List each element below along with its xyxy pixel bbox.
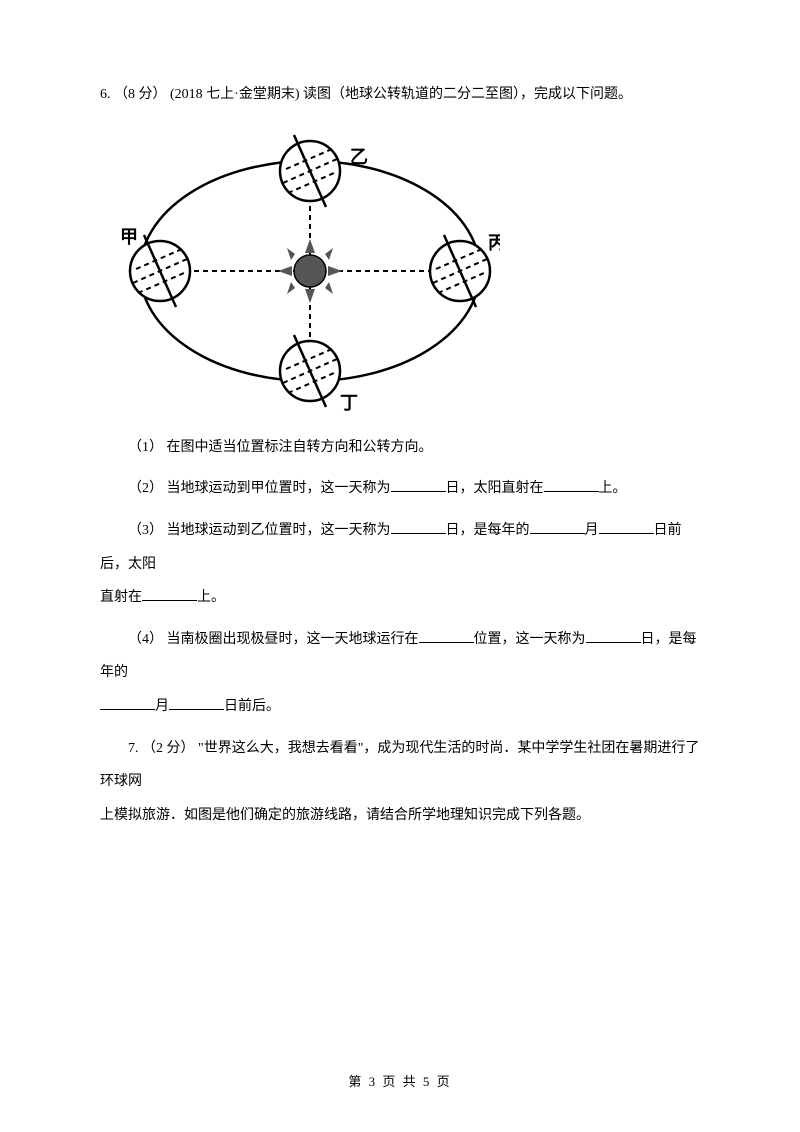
sun-icon: [278, 239, 342, 303]
orbit-diagram: 乙 丙 丁 甲: [120, 131, 500, 411]
question-6-header: 6. （8 分） (2018 七上·金堂期末) 读图（地球公转轨道的二分二至图）…: [100, 80, 700, 111]
q6-sub2-text-a: （2） 当地球运动到甲位置时，这一天称为: [128, 481, 391, 496]
q6-sub3-text-b: 日，是每年的: [446, 523, 530, 538]
page-footer: 第 3 页 共 5 页: [0, 1071, 800, 1090]
blank: [142, 587, 197, 601]
label-left: 甲: [120, 227, 138, 247]
q6-sub3-line2: 直射在 上。: [100, 581, 700, 615]
blank: [530, 520, 585, 534]
q6-sub4-text-b: 位置，这一天称为: [474, 632, 586, 647]
blank: [544, 478, 599, 492]
label-bottom: 丁: [340, 393, 358, 411]
label-right: 丙: [488, 233, 500, 253]
q6-sub4: （4） 当南极圈出现极昼时，这一天地球运行在位置，这一天称为日，是每年的: [100, 623, 700, 690]
q6-sub1: （1） 在图中适当位置标注自转方向和公转方向。: [100, 431, 700, 465]
question-7-header-line2: 上模拟旅游．如图是他们确定的旅游线路，请结合所学地理知识完成下列各题。: [100, 799, 700, 833]
blank: [419, 629, 474, 643]
q6-sub3-line2-b: 上。: [197, 590, 225, 605]
blank: [100, 696, 155, 710]
q6-sub4-line2-a: 月: [155, 699, 169, 714]
earth-right: [430, 235, 490, 307]
q6-sub4-text-a: （4） 当南极圈出现极昼时，这一天地球运行在: [128, 632, 419, 647]
blank: [169, 696, 224, 710]
earth-top: [280, 135, 340, 207]
blank: [586, 629, 641, 643]
q6-sub3-text-c: 月: [585, 523, 599, 538]
q6-sub3-line2-a: 直射在: [100, 590, 142, 605]
earth-bottom: [280, 335, 340, 407]
q6-sub3: （3） 当地球运动到乙位置时，这一天称为日，是每年的月日前后，太阳: [100, 514, 700, 581]
q6-sub3-text-a: （3） 当地球运动到乙位置时，这一天称为: [128, 523, 391, 538]
label-top: 乙: [350, 147, 368, 167]
blank: [391, 478, 446, 492]
q6-sub4-line2-b: 日前后。: [224, 699, 280, 714]
q6-sub2-text-b: 日，太阳直射在: [446, 481, 544, 496]
blank: [391, 520, 446, 534]
blank: [599, 520, 654, 534]
orbit-svg: 乙 丙 丁 甲: [120, 131, 500, 411]
question-7-header-line1: 7. （2 分） "世界这么大，我想去看看"，成为现代生活的时尚．某中学学生社团…: [100, 732, 700, 799]
q6-sub2: （2） 当地球运动到甲位置时，这一天称为 日，太阳直射在 上。: [100, 472, 700, 506]
q6-sub2-text-c: 上。: [599, 481, 627, 496]
earth-left: [130, 235, 190, 307]
q6-sub4-line2: 月 日前后。: [100, 690, 700, 724]
